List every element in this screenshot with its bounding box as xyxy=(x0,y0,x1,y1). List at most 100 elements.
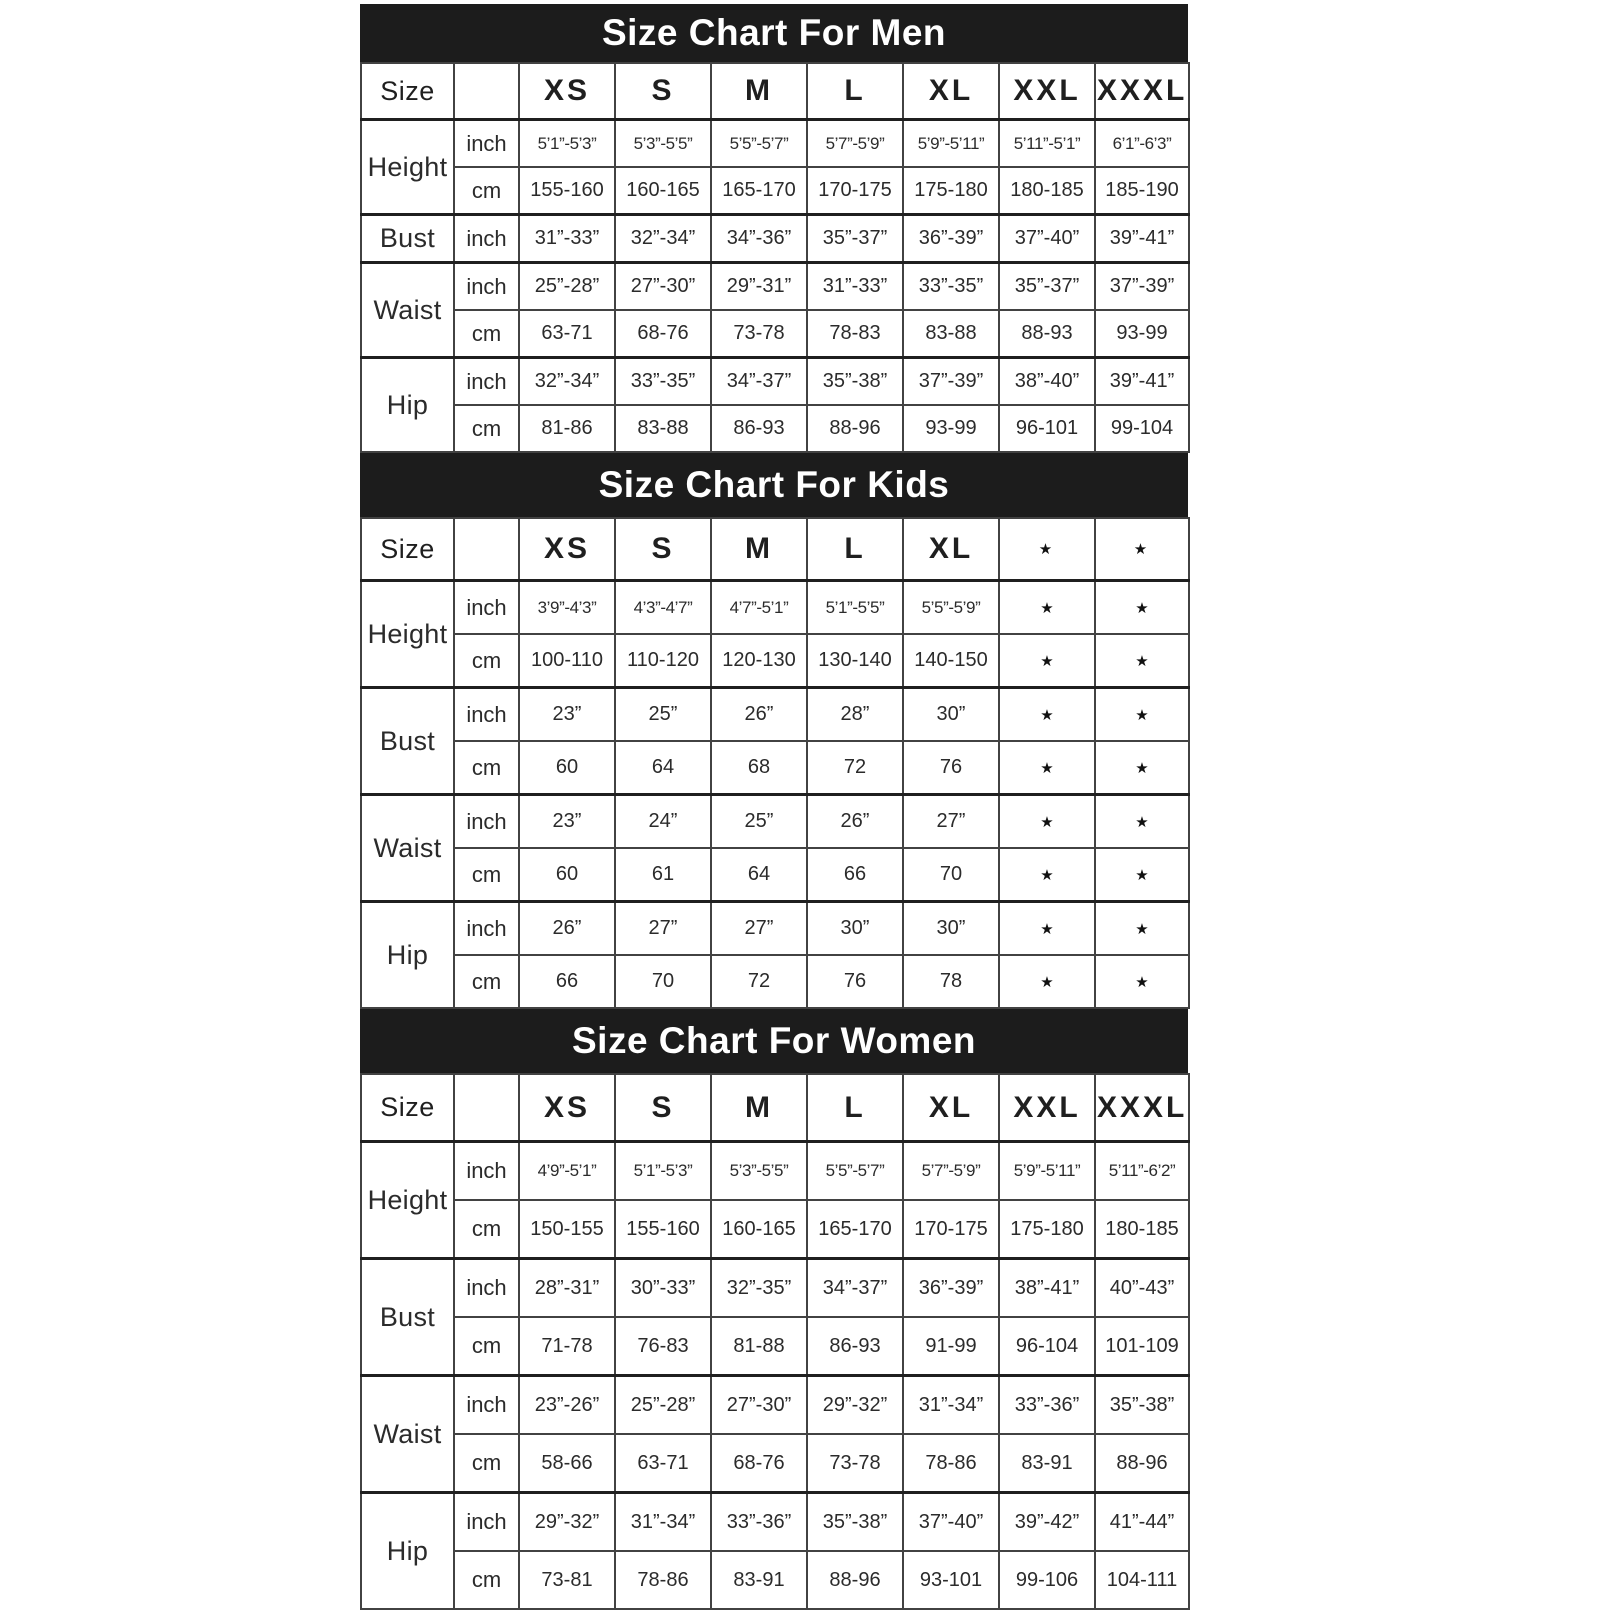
star-cell: ★ xyxy=(998,847,1096,903)
size-header-cell: M xyxy=(710,517,808,582)
unit-label: cm xyxy=(453,1316,520,1377)
star-cell: ★ xyxy=(1094,740,1190,796)
measurement-row: cm 71-78 76-83 81-88 86-93 91-99 96-104 101-109 xyxy=(361,1316,1190,1377)
measurement-row: Height inch 5’1”-5’3” 5’3”-5’5” 5’5”-5’7” 5’7… xyxy=(360,118,1190,216)
value-cell: 63-71 xyxy=(614,1433,712,1494)
measurement-row: cm 81-86 83-88 86-93 88-96 93-99 96-101 99-104 xyxy=(361,404,1190,453)
unit-label: cm xyxy=(453,309,520,359)
size-header-cell: XXXL xyxy=(1094,62,1190,121)
value-cell: 83-88 xyxy=(902,309,1000,359)
size-table: Size XS S M L XL XXL XXXL Height inch 4’9”-5’1” 5’1… xyxy=(360,1073,1190,1610)
value-cell: 35”-37” xyxy=(998,261,1096,311)
value-cell: 71-78 xyxy=(518,1316,616,1377)
measurement-row: Waist inch 25”-28” 27”-30” 29”-31” 31”-33” 33”… xyxy=(360,261,1190,359)
unit-column-header-empty xyxy=(453,62,520,121)
value-cell: 31”-33” xyxy=(806,261,904,311)
measurement-row: cm 63-71 68-76 73-78 78-83 83-88 88-93 93-99 xyxy=(361,309,1190,359)
value-cell: 33”-35” xyxy=(614,356,712,406)
value-cell: 5’9”-5’11” xyxy=(902,118,1000,168)
value-cell: 6’1”-6’3” xyxy=(1094,118,1190,168)
value-cell: 27” xyxy=(614,900,712,956)
star-cell: ★ xyxy=(1094,579,1190,635)
value-cell: 96-101 xyxy=(998,404,1096,453)
value-cell: 73-78 xyxy=(710,309,808,359)
star-cell: ★ xyxy=(1094,793,1190,849)
value-cell: 175-180 xyxy=(998,1199,1096,1260)
value-cell: 180-185 xyxy=(998,166,1096,216)
unit-column-header-empty xyxy=(453,1073,520,1143)
value-cell: 88-93 xyxy=(998,309,1096,359)
value-cell: 83-88 xyxy=(614,404,712,453)
value-cell: 165-170 xyxy=(806,1199,904,1260)
star-cell: ★ xyxy=(998,740,1096,796)
value-cell: 40”-43” xyxy=(1094,1257,1190,1318)
value-cell: 32”-34” xyxy=(614,213,712,264)
value-cell: 120-130 xyxy=(710,633,808,689)
value-cell: 30” xyxy=(806,900,904,956)
value-cell: 38”-40” xyxy=(998,356,1096,406)
value-cell: 35”-38” xyxy=(806,1491,904,1552)
measurement-label: Waist xyxy=(360,1374,455,1494)
star-cell: ★ xyxy=(1094,954,1190,1009)
value-cell: 101-109 xyxy=(1094,1316,1190,1377)
measurement-row: Hip inch 29”-32” 31”-34” 33”-36” 35”-38” 37”-4… xyxy=(360,1491,1190,1610)
value-cell: 104-111 xyxy=(1094,1550,1190,1610)
value-cell: 34”-36” xyxy=(710,213,808,264)
value-cell: 34”-37” xyxy=(710,356,808,406)
unit-label: cm xyxy=(453,404,520,453)
size-header-row: Size XS S M L XL ★ ★ xyxy=(360,517,1190,582)
value-cell: 73-78 xyxy=(806,1433,904,1494)
star-cell: ★ xyxy=(998,579,1096,635)
size-header-cell: XS xyxy=(518,1073,616,1143)
value-cell: 130-140 xyxy=(806,633,904,689)
size-header-cell: L xyxy=(806,62,904,121)
value-cell: 25” xyxy=(710,793,808,849)
size-header-cell: ★ xyxy=(1094,517,1190,582)
value-cell: 41”-44” xyxy=(1094,1491,1190,1552)
value-cell: 36”-39” xyxy=(902,1257,1000,1318)
measurement-label: Bust xyxy=(360,213,455,264)
measurement-label: Bust xyxy=(360,686,455,796)
unit-column-header-empty xyxy=(453,517,520,582)
measurement-row: cm 60 64 68 72 76 ★ ★ xyxy=(361,740,1190,796)
measurement-row: cm 60 61 64 66 70 ★ ★ xyxy=(361,847,1190,903)
value-cell: 30” xyxy=(902,900,1000,956)
value-cell: 28”-31” xyxy=(518,1257,616,1318)
value-cell: 60 xyxy=(518,847,616,903)
measurement-row: cm 73-81 78-86 83-91 88-96 93-101 99-106 104-11… xyxy=(361,1550,1190,1610)
measurement-label: Hip xyxy=(360,900,455,1009)
unit-label: inch xyxy=(453,213,520,264)
value-cell: 5’5”-5’7” xyxy=(806,1140,904,1201)
size-header-cell: XL xyxy=(902,517,1000,582)
unit-label: cm xyxy=(453,954,520,1009)
value-cell: 39”-42” xyxy=(998,1491,1096,1552)
value-cell: 32”-34” xyxy=(518,356,616,406)
unit-label: cm xyxy=(453,1550,520,1610)
value-cell: 81-88 xyxy=(710,1316,808,1377)
value-cell: 4’9”-5’1” xyxy=(518,1140,616,1201)
value-cell: 78 xyxy=(902,954,1000,1009)
value-cell: 5’5”-5’7” xyxy=(710,118,808,168)
unit-label: cm xyxy=(453,166,520,216)
measurement-row: Height inch 3’9”-4’3” 4’3”-4’7” 4’7”-5’1” 5’1… xyxy=(360,579,1190,689)
value-cell: 86-93 xyxy=(710,404,808,453)
chart-title: Size Chart For Women xyxy=(571,1020,977,1061)
value-cell: 27” xyxy=(902,793,1000,849)
value-cell: 27”-30” xyxy=(614,261,712,311)
value-cell: 5’11”-5’1” xyxy=(998,118,1096,168)
value-cell: 24” xyxy=(614,793,712,849)
value-cell: 150-155 xyxy=(518,1199,616,1260)
value-cell: 76 xyxy=(806,954,904,1009)
star-cell: ★ xyxy=(1094,686,1190,742)
value-cell: 30” xyxy=(902,686,1000,742)
value-cell: 5’3”-5’5” xyxy=(710,1140,808,1201)
value-cell: 31”-34” xyxy=(614,1491,712,1552)
star-cell: ★ xyxy=(1094,900,1190,956)
value-cell: 155-160 xyxy=(518,166,616,216)
value-cell: 25” xyxy=(614,686,712,742)
size-header-cell: XL xyxy=(902,62,1000,121)
unit-label: inch xyxy=(453,356,520,406)
value-cell: 29”-32” xyxy=(518,1491,616,1552)
measurement-row: cm 58-66 63-71 68-76 73-78 78-86 83-91 88-96 xyxy=(361,1433,1190,1494)
